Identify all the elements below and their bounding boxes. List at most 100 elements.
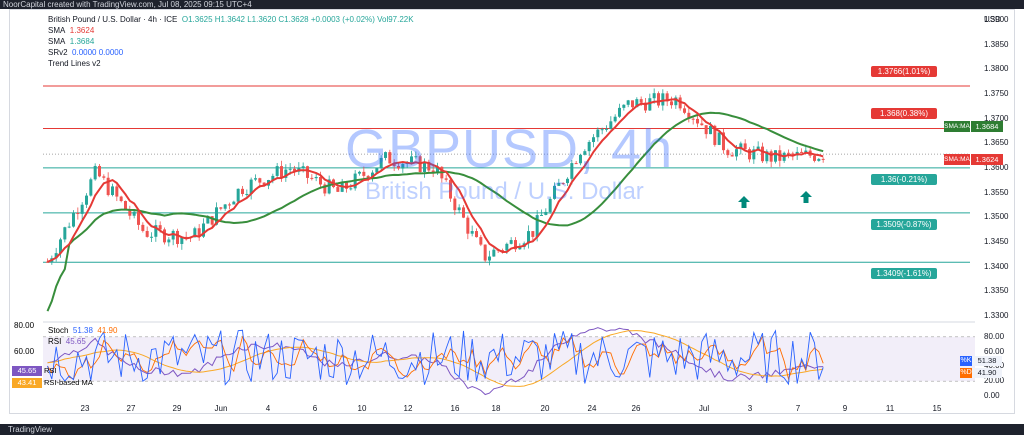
candle-body (54, 253, 58, 259)
osc-left-tick: 60.00 (14, 347, 35, 356)
osc-tick: 20.00 (984, 376, 1005, 386)
legend-srv2[interactable]: SRv2 0.0000 0.0000 (48, 48, 123, 58)
candle-body (609, 121, 613, 129)
legend-sma-slow-name: SMA (48, 37, 66, 46)
candle-body (769, 151, 773, 162)
candle-body (817, 158, 821, 161)
candle-body (145, 230, 149, 237)
candle-body (765, 151, 769, 162)
candle-body (262, 182, 266, 186)
stoch-legend[interactable]: Stoch 51.38 41.90 (48, 326, 117, 335)
legend-trend-lines[interactable]: Trend Lines v2 (48, 59, 101, 68)
legend-symbol-row[interactable]: British Pound / U.S. Dollar · 4h · ICE O… (48, 15, 414, 25)
candle-body (548, 198, 552, 212)
candle-body (600, 129, 604, 131)
footer-bar: TradingView (0, 424, 1024, 435)
currency-label[interactable]: USD (984, 15, 1001, 24)
candle-body (249, 179, 253, 194)
price-tick: 1.3700 (984, 113, 1009, 123)
candle-body (423, 161, 426, 172)
legend-sma-slow[interactable]: SMA 1.3684 (48, 37, 94, 47)
d-tag-value: 41.90 (972, 368, 1002, 378)
candle-body (696, 118, 699, 124)
time-tick: 24 (587, 404, 597, 413)
time-tick: 4 (265, 404, 271, 413)
candle-body (93, 165, 97, 180)
candle-body (587, 142, 591, 152)
candle-body (752, 149, 756, 160)
candle-body (670, 101, 673, 106)
stoch-k-line (47, 329, 824, 386)
level-label: 1.3409(-1.61%) (871, 268, 937, 280)
candle-body (661, 93, 665, 106)
candle-body (436, 166, 439, 174)
candle-body (743, 143, 747, 150)
candle-body (483, 244, 487, 261)
candle-body (726, 150, 730, 156)
candle-body (596, 129, 600, 138)
rsi-label: RSI (48, 337, 62, 346)
candle-body (384, 152, 387, 158)
candle-body (505, 243, 509, 251)
candle-body (314, 176, 318, 179)
candle-body (163, 229, 166, 243)
time-tick: 29 (172, 404, 182, 413)
price-tick: 1.3350 (984, 286, 1009, 296)
candle-body (553, 185, 556, 199)
candle-body (557, 183, 561, 186)
candle-body (210, 216, 214, 225)
candle-body (410, 156, 413, 163)
rsi-legend[interactable]: RSI 45.65 (48, 337, 86, 346)
candle-body (735, 149, 738, 157)
candle-body (301, 166, 305, 168)
candle-body (748, 149, 751, 160)
candle-body (258, 178, 262, 183)
candle-body (674, 97, 678, 106)
tradingview-logo[interactable]: TradingView (8, 425, 53, 434)
candle-body (236, 188, 240, 202)
price-tick: 1.3600 (984, 162, 1009, 172)
candle-body (665, 93, 669, 102)
candle-body (683, 108, 686, 113)
sma-tag-label: SMA:MA (944, 154, 970, 166)
level-label: 1.36(-0.21%) (871, 173, 937, 185)
candle-body (739, 143, 743, 150)
candle-body (176, 230, 179, 244)
candle-body (323, 184, 327, 194)
candle-body (327, 179, 331, 194)
k-tag-value: 51.38 (972, 356, 1002, 366)
candle-body (444, 178, 448, 180)
candle-body (271, 175, 275, 181)
candle-body (488, 256, 491, 261)
candle-body (375, 168, 379, 173)
rsi-box-label: RSI (44, 366, 57, 375)
candle-body (310, 177, 314, 179)
candle-body (453, 198, 457, 211)
stoch-label: Stoch (48, 326, 69, 335)
candle-body (644, 102, 647, 111)
candle-body (570, 163, 574, 179)
candle-body (631, 100, 634, 108)
candle-body (228, 204, 231, 206)
legend-symbol[interactable]: British Pound / U.S. Dollar · 4h · ICE (48, 15, 178, 24)
candle-body (67, 226, 71, 228)
price-tick: 1.3450 (984, 236, 1009, 246)
candle-body (535, 215, 539, 237)
candle-body (284, 169, 288, 178)
time-tick: 26 (631, 404, 641, 413)
candle-body (306, 166, 309, 178)
legend-srv2-value: 0.0000 0.0000 (72, 48, 124, 57)
candle-body (141, 224, 145, 231)
sma-tag-label: SMA:MA (944, 121, 970, 133)
legend-sma-fast[interactable]: SMA 1.3624 (48, 26, 94, 36)
candle-body (730, 155, 734, 157)
candle-body (336, 187, 340, 192)
candle-body (639, 99, 643, 103)
up-arrow-icon (738, 196, 750, 208)
candle-body (388, 152, 392, 164)
candle-body (379, 157, 383, 169)
rsi-ma-value-box: 43.41 (12, 378, 42, 388)
candle-body (202, 223, 205, 237)
candle-body (124, 201, 127, 210)
